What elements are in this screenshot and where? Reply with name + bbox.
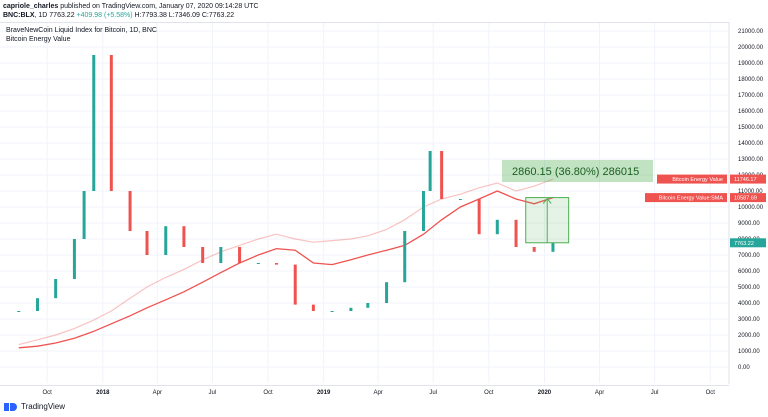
price-candle xyxy=(145,231,149,255)
author-name[interactable]: capriole_charles xyxy=(3,3,59,10)
y-tick-label: 11000.00 xyxy=(738,189,763,195)
y-tick-label: 18000.00 xyxy=(738,77,764,83)
price-candle xyxy=(428,151,432,191)
indicator-name-tag xyxy=(657,174,727,184)
x-tick-label: Apr xyxy=(153,390,162,396)
price-candle xyxy=(128,191,132,231)
price-candle xyxy=(274,263,278,265)
price-candle xyxy=(17,311,21,312)
chart-title[interactable]: BraveNewCoin Liquid Index for Bitcoin, 1… xyxy=(6,27,157,34)
energy-value-line xyxy=(18,178,554,346)
tradingview-footer[interactable]: TradingView xyxy=(4,402,65,411)
price-candle xyxy=(311,304,315,311)
price-candle xyxy=(366,303,370,308)
indicator-name-tag-label: Bitcoin Energy Value xyxy=(672,177,723,183)
y-tick-label: 7000.00 xyxy=(738,253,760,259)
indicator-name-tag-label: Bitcoin Energy Value:SMA xyxy=(659,196,723,202)
measure-arrowhead-icon xyxy=(542,197,552,204)
measure-label: 2860.15 (36.80%) 286015 xyxy=(512,166,639,178)
price-candle xyxy=(495,219,499,235)
x-tick-label: Oct xyxy=(43,390,53,396)
y-tick-label: 21000.00 xyxy=(738,29,764,35)
price-candle xyxy=(458,199,462,200)
indicator-name[interactable]: Bitcoin Energy Value xyxy=(6,36,71,43)
price-axis-tag xyxy=(730,238,766,248)
x-tick-label: Jul xyxy=(429,390,437,396)
y-tick-label: 17000.00 xyxy=(738,93,764,99)
x-tick-label: 2020 xyxy=(538,390,552,396)
x-tick-label: Jul xyxy=(651,390,659,396)
y-tick-label: 2000.00 xyxy=(738,333,760,339)
tradingview-logo-icon xyxy=(4,402,18,411)
y-tick-label: 16000.00 xyxy=(738,109,764,115)
y-tick-label: 3000.00 xyxy=(738,317,760,323)
price-candle xyxy=(514,219,518,247)
chart-area[interactable] xyxy=(0,22,729,386)
x-tick-label: Apr xyxy=(595,390,604,396)
price-candle xyxy=(477,199,481,235)
ohlc-values: H:7793.38 L:7346.09 C:7763.22 xyxy=(134,12,235,19)
y-tick-label: 9000.00 xyxy=(738,221,760,227)
y-tick-label: 13000.00 xyxy=(738,157,764,163)
x-tick-label: Oct xyxy=(706,390,716,396)
quote-value: , 1D 7763.22 xyxy=(34,12,75,19)
change-value: +409.98 (+5.58%) xyxy=(76,12,133,19)
price-candle xyxy=(164,226,168,255)
energy-value-sma-line xyxy=(18,190,554,349)
brand-name: TradingView xyxy=(21,402,66,411)
indicator-name-tag xyxy=(645,193,727,203)
publish-info: capriole_charles published on TradingVie… xyxy=(3,3,259,10)
price-candle xyxy=(201,247,205,263)
price-candle xyxy=(532,247,536,252)
x-tick-label: 2019 xyxy=(317,390,331,396)
x-tick-label: Oct xyxy=(484,390,494,396)
price-candle xyxy=(36,298,40,311)
y-tick-label: 4000.00 xyxy=(738,301,760,307)
price-candle xyxy=(349,307,353,311)
price-candle xyxy=(92,55,96,191)
y-tick-label: 10000.00 xyxy=(738,205,764,211)
x-tick-label: Oct xyxy=(263,390,273,396)
price-candle xyxy=(54,279,58,299)
price-candle xyxy=(385,282,389,303)
y-tick-label: 19000.00 xyxy=(738,61,764,67)
y-tick-label: 20000.00 xyxy=(738,45,764,51)
price-candle xyxy=(440,151,444,199)
x-tick-label: Jul xyxy=(209,390,217,396)
price-axis-tag-label: 7763.22 xyxy=(734,241,754,247)
price-candle xyxy=(256,263,260,264)
price-candle xyxy=(403,231,407,283)
price-candle xyxy=(293,264,297,305)
y-tick-label: 15000.00 xyxy=(738,125,764,131)
chart-legend: BraveNewCoin Liquid Index for Bitcoin, 1… xyxy=(6,26,157,44)
price-candle xyxy=(330,311,334,312)
price-candle xyxy=(109,55,113,191)
price-candle xyxy=(182,226,186,247)
measure-label-box xyxy=(502,160,653,182)
y-tick-label: 0.00 xyxy=(738,365,750,371)
quote-line: BNC:BLX, 1D 7763.22 +409.98 (+5.58%) H:7… xyxy=(3,12,234,19)
price-candle xyxy=(238,247,242,263)
price-candle xyxy=(219,247,223,263)
price-candle xyxy=(82,191,86,239)
y-tick-label: 6000.00 xyxy=(738,269,760,275)
price-axis-tag-label: 10587.69 xyxy=(734,196,757,202)
y-tick-label: 14000.00 xyxy=(738,141,764,147)
price-axis-tag xyxy=(730,193,766,203)
symbol-label: BNC:BLX xyxy=(3,12,35,19)
x-tick-label: Apr xyxy=(373,390,382,396)
publish-date: published on TradingView.com, January 07… xyxy=(60,3,259,10)
price-candle xyxy=(421,191,425,231)
price-candle xyxy=(72,239,76,279)
price-axis-tag-label: 11746.17 xyxy=(734,177,757,183)
price-axis-tag xyxy=(730,174,766,184)
price-candle xyxy=(551,242,555,252)
x-tick-label: 2018 xyxy=(96,390,110,396)
y-tick-label: 1000.00 xyxy=(738,349,760,355)
y-tick-label: 5000.00 xyxy=(738,285,760,291)
